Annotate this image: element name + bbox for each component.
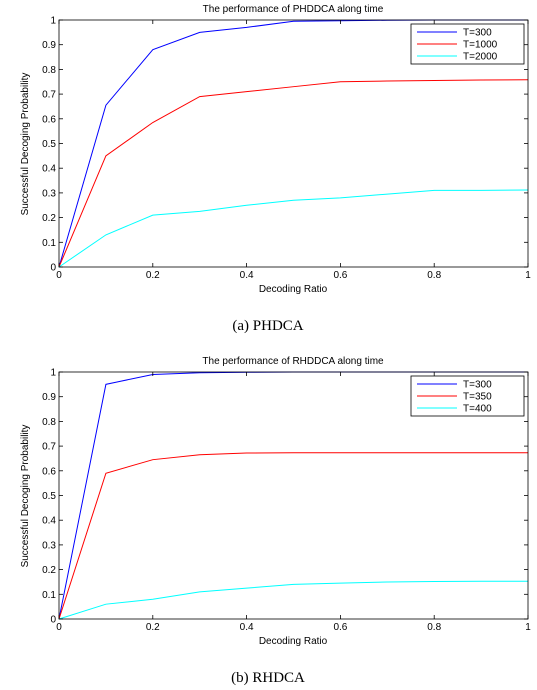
series-line-2 (58, 580, 528, 620)
x-tick-label: 0.8 (427, 270, 441, 281)
y-tick-label: 0.3 (42, 540, 56, 551)
x-tick-label: 0.8 (427, 622, 441, 633)
y-tick-label: 0.1 (42, 238, 56, 249)
y-tick-label: 0 (50, 263, 56, 274)
legend-label-2: T=2000 (463, 52, 498, 63)
y-tick-label: 0.7 (42, 442, 56, 453)
series-line-2 (58, 189, 529, 268)
y-tick-label: 0.5 (42, 491, 56, 502)
chart-title: The performance of RHDDCA along time (202, 356, 384, 367)
y-tick-label: 0.9 (42, 40, 56, 51)
x-tick-label: 0 (56, 622, 62, 633)
y-tick-label: 0.6 (42, 466, 56, 477)
x-tick-label: 0.6 (333, 270, 347, 281)
chart-rhddca: The performance of RHDDCA along time 0 0.… (20, 356, 531, 686)
y-axis-label: Successful Decoging Probability (20, 73, 31, 216)
legend-label-0: T=300 (463, 380, 492, 391)
x-tick-label: 0.4 (240, 270, 254, 281)
y-tick-label: 0.9 (42, 392, 56, 403)
y-tick-label: 0.7 (42, 90, 56, 101)
x-axis-label: Decoding Ratio (259, 636, 328, 647)
y-tick-label: 0.8 (42, 417, 56, 428)
legend-label-1: T=1000 (463, 40, 498, 51)
chart-caption: (b) RHDCA (231, 670, 305, 686)
y-axis-label: Successful Decoging Probability (20, 425, 31, 568)
x-tick-label: 1 (525, 622, 531, 633)
y-tick-label: 0.2 (42, 213, 56, 224)
x-tick-label: 0.4 (240, 622, 254, 633)
y-tick-label: 0.5 (42, 139, 56, 150)
x-axis-label: Decoding Ratio (259, 284, 328, 295)
x-tick-label: 0 (56, 270, 62, 281)
y-tick-label: 0.4 (42, 164, 56, 175)
x-tick-label: 1 (525, 270, 531, 281)
legend-label-2: T=400 (463, 404, 492, 415)
legend-label-0: T=300 (463, 28, 492, 39)
y-tick-label: 0 (50, 615, 56, 626)
x-tick-label: 0.2 (146, 270, 160, 281)
chart-caption: (a) PHDCA (232, 318, 303, 334)
y-tick-label: 0.2 (42, 565, 56, 576)
y-tick-label: 0.8 (42, 65, 56, 76)
chart-title: The performance of PHDDCA along time (203, 4, 384, 15)
series-line-1 (58, 79, 529, 268)
chart-phddca: The performance of PHDDCA along time 0 0.… (20, 4, 531, 334)
y-tick-label: 0.4 (42, 516, 56, 527)
y-tick-label: 0.6 (42, 114, 56, 125)
x-tick-label: 0.2 (146, 622, 160, 633)
ticks-layer: 0 0.2 0.4 0.6 0.8 1 0 0.1 0.2 0.3 0.4 0.5 0.6 0.7 0.8 0… (42, 368, 531, 634)
y-tick-label: 0.3 (42, 188, 56, 199)
y-tick-label: 1 (50, 368, 56, 379)
y-tick-label: 1 (50, 16, 56, 27)
ticks-layer: 0 0.2 0.4 0.6 0.8 1 0 0.1 0.2 0.3 0.4 0.5 0.6 0.7 0.8 0… (42, 16, 531, 282)
x-tick-label: 0.6 (333, 622, 347, 633)
legend-label-1: T=350 (463, 392, 492, 403)
y-tick-label: 0.1 (42, 590, 56, 601)
series-line-1 (58, 452, 528, 620)
